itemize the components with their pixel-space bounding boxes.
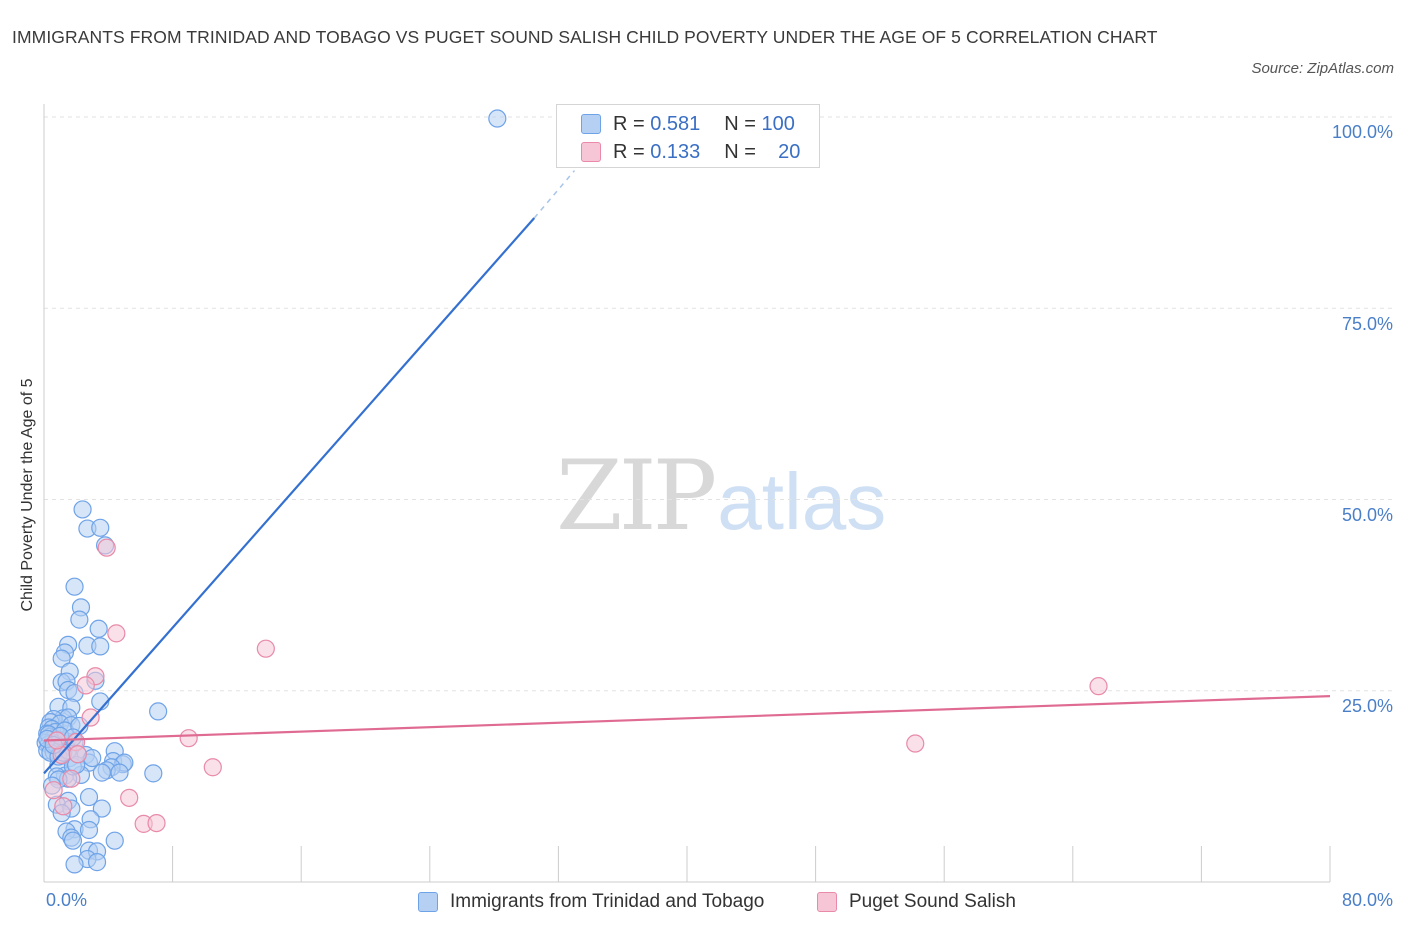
data-point-salish bbox=[147, 813, 166, 833]
data-point-salish bbox=[203, 758, 222, 777]
data-point-salish bbox=[54, 797, 73, 816]
legend-label-immigrants: Immigrants from Trinidad and Tobago bbox=[450, 891, 765, 912]
data-point-salish bbox=[120, 788, 139, 807]
r-prefix: R = bbox=[613, 140, 651, 163]
n-value-immigrants: 100 bbox=[761, 112, 795, 135]
n-prefix: N = bbox=[724, 112, 762, 135]
data-point-salish bbox=[906, 734, 925, 753]
source-label: Source: ZipAtlas.com bbox=[1251, 60, 1394, 77]
data-point-immigrants bbox=[70, 610, 89, 629]
watermark-zip: ZIP bbox=[556, 440, 717, 552]
data-point-immigrants bbox=[105, 831, 124, 850]
trend-line-extension bbox=[533, 170, 576, 219]
data-point-salish bbox=[179, 729, 198, 748]
r-value-salish: 0.133 bbox=[650, 140, 701, 163]
y-tick-50: 50.0% bbox=[1341, 505, 1393, 525]
data-point-immigrants bbox=[79, 820, 99, 840]
legend-item-immigrants[interactable]: Immigrants from Trinidad and Tobago bbox=[418, 888, 764, 916]
trend-line-immigrants bbox=[43, 217, 536, 775]
data-point-salish bbox=[81, 708, 100, 727]
data-point-salish bbox=[256, 639, 275, 658]
data-point-immigrants bbox=[91, 518, 110, 537]
data-point-immigrants bbox=[488, 109, 507, 128]
y-tick-75: 75.0% bbox=[1341, 314, 1393, 334]
correlation-legend: R = 0.581 N = 100 R = 0.133 N = 20 bbox=[556, 104, 820, 168]
data-point-immigrants bbox=[65, 577, 84, 596]
data-point-immigrants bbox=[73, 500, 92, 519]
data-point-immigrants bbox=[92, 763, 111, 782]
n-prefix: N = bbox=[724, 140, 779, 163]
watermark-atlas: atlas bbox=[717, 457, 887, 546]
y-tick-25: 25.0% bbox=[1341, 696, 1393, 716]
legend-item-salish[interactable]: Puget Sound Salish bbox=[817, 888, 1016, 916]
chart-title: IMMIGRANTS FROM TRINIDAD AND TOBAGO VS P… bbox=[12, 27, 1158, 47]
data-point-salish bbox=[97, 538, 116, 557]
data-point-salish bbox=[76, 676, 95, 695]
legend-label-salish: Puget Sound Salish bbox=[849, 891, 1016, 912]
r-prefix: R = bbox=[613, 112, 651, 135]
watermark: ZIPatlas bbox=[556, 440, 886, 552]
x-tick-min: 0.0% bbox=[46, 890, 88, 910]
data-point-immigrants bbox=[65, 855, 84, 874]
x-tick-max: 80.0% bbox=[1341, 890, 1393, 910]
data-point-salish bbox=[1089, 677, 1108, 696]
swatch-icon-pink bbox=[581, 142, 601, 162]
data-point-immigrants bbox=[92, 799, 111, 818]
data-point-immigrants bbox=[52, 649, 71, 668]
stat-row-salish: R = 0.133 N = 20 bbox=[581, 139, 800, 165]
legend-swatch-icon-pink bbox=[817, 892, 837, 912]
data-point-immigrants bbox=[79, 787, 99, 807]
data-point-immigrants bbox=[149, 702, 168, 721]
swatch-icon-blue bbox=[581, 114, 601, 134]
data-point-immigrants bbox=[110, 763, 129, 782]
data-point-immigrants bbox=[63, 831, 83, 850]
data-point-immigrants bbox=[87, 853, 107, 872]
data-point-salish bbox=[44, 781, 63, 800]
data-point-immigrants bbox=[144, 764, 163, 783]
series-legend: Immigrants from Trinidad and Tobago Puge… bbox=[0, 888, 1406, 916]
data-point-immigrants bbox=[91, 637, 110, 656]
data-point-salish bbox=[62, 769, 81, 788]
data-point-immigrants bbox=[89, 619, 108, 638]
legend-swatch-icon-blue bbox=[418, 892, 438, 912]
data-point-salish bbox=[107, 624, 126, 643]
data-point-salish bbox=[68, 745, 87, 764]
r-value-immigrants: 0.581 bbox=[650, 112, 701, 135]
n-value-salish: 20 bbox=[778, 140, 801, 163]
trend-line-salish bbox=[43, 695, 1331, 742]
y-tick-100: 100.0% bbox=[1331, 122, 1393, 142]
stat-row-immigrants: R = 0.581 N = 100 bbox=[581, 111, 795, 137]
